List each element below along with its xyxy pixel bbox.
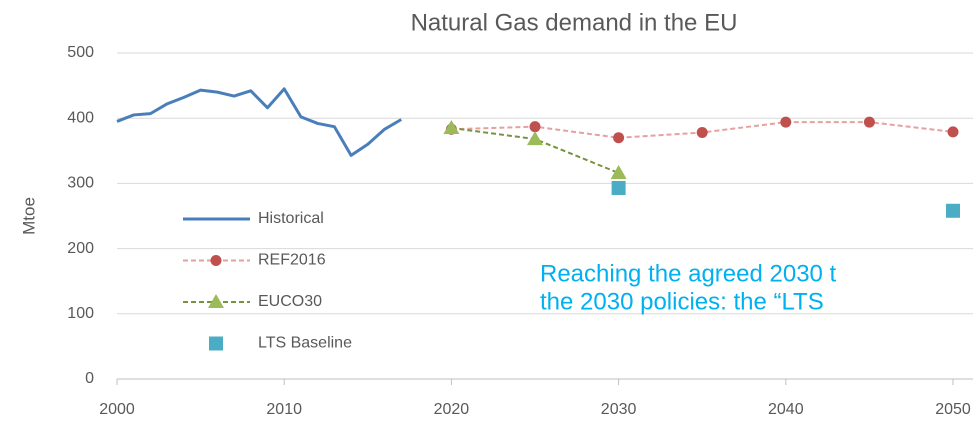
data-point (696, 127, 708, 139)
legend-marker (208, 294, 224, 308)
x-tick-label: 2010 (266, 401, 302, 418)
legend-label: REF2016 (258, 252, 326, 269)
y-tick-label: 0 (85, 370, 94, 387)
series-line (116, 87, 402, 157)
data-point (780, 116, 792, 128)
legend-marker (209, 336, 223, 351)
y-tick-label: 400 (67, 109, 94, 126)
legend-label: LTS Baseline (258, 335, 352, 352)
data-point (947, 126, 959, 138)
data-point (613, 132, 625, 144)
y-tick-label: 300 (67, 175, 94, 192)
x-tick-label: 2020 (434, 401, 470, 418)
y-tick-label: 500 (67, 44, 94, 61)
annotation: Reaching the agreed 2030 t (540, 260, 837, 287)
data-point (863, 116, 875, 128)
data-point (529, 121, 541, 133)
legend-label: Historical (258, 210, 324, 227)
x-tick-label: 2050 (935, 401, 971, 418)
x-tick-label: 2030 (601, 401, 637, 418)
y-axis-label: Mtoe (19, 197, 38, 235)
x-tick-label: 2040 (768, 401, 804, 418)
data-point (610, 164, 627, 179)
chart-title: Natural Gas demand in the EU (411, 9, 738, 36)
data-point (527, 131, 543, 146)
data-point (443, 119, 460, 134)
y-tick-label: 100 (67, 305, 94, 322)
legend-marker (210, 255, 222, 266)
annotation: the 2030 policies: the “LTS (540, 288, 824, 315)
y-tick-label: 200 (67, 240, 94, 257)
legend-label: EUCO30 (258, 293, 322, 310)
data-point (946, 203, 960, 218)
data-point (611, 180, 626, 195)
x-tick-label: 2000 (99, 401, 135, 418)
